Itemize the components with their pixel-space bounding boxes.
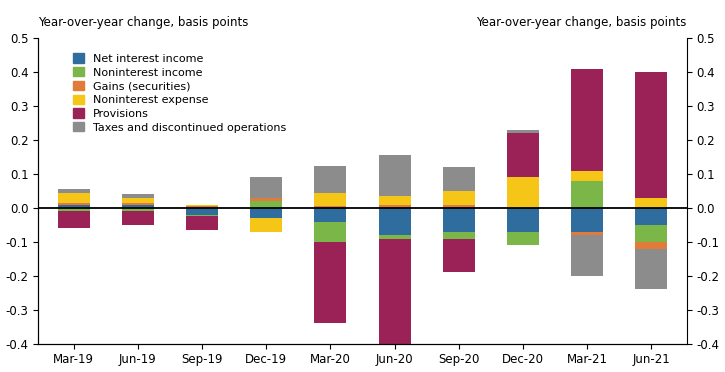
- Bar: [443, 167, 475, 191]
- Legend: Net interest income, Noninterest income, Gains (securities), Noninterest expense: Net interest income, Noninterest income,…: [70, 50, 290, 136]
- Bar: [443, 191, 475, 205]
- Bar: [122, 198, 154, 203]
- Text: Year-over-year change, basis points: Year-over-year change, basis points: [38, 16, 249, 29]
- Text: Year-over-year change, basis points: Year-over-year change, basis points: [476, 16, 687, 29]
- Bar: [57, 205, 90, 208]
- Bar: [635, 198, 668, 208]
- Bar: [186, 215, 218, 217]
- Bar: [571, 235, 603, 276]
- Bar: [443, 208, 475, 232]
- Bar: [315, 166, 347, 193]
- Bar: [186, 217, 218, 230]
- Bar: [378, 235, 410, 238]
- Bar: [635, 208, 668, 225]
- Bar: [250, 177, 282, 198]
- Bar: [250, 208, 282, 218]
- Bar: [507, 130, 539, 133]
- Bar: [507, 208, 539, 232]
- Bar: [250, 218, 282, 232]
- Bar: [571, 232, 603, 235]
- Bar: [186, 205, 218, 206]
- Bar: [443, 238, 475, 272]
- Bar: [57, 211, 90, 228]
- Bar: [443, 232, 475, 238]
- Bar: [507, 177, 539, 208]
- Bar: [635, 249, 668, 289]
- Bar: [635, 242, 668, 249]
- Bar: [443, 205, 475, 208]
- Bar: [571, 171, 603, 181]
- Bar: [315, 206, 347, 208]
- Bar: [186, 206, 218, 208]
- Bar: [250, 198, 282, 201]
- Bar: [250, 201, 282, 208]
- Bar: [571, 208, 603, 232]
- Bar: [378, 155, 410, 196]
- Bar: [315, 208, 347, 222]
- Bar: [122, 208, 154, 211]
- Bar: [571, 69, 603, 171]
- Bar: [57, 189, 90, 193]
- Bar: [315, 193, 347, 206]
- Bar: [122, 205, 154, 208]
- Bar: [378, 208, 410, 235]
- Bar: [186, 208, 218, 215]
- Bar: [635, 225, 668, 242]
- Bar: [378, 205, 410, 208]
- Bar: [122, 195, 154, 198]
- Bar: [315, 222, 347, 242]
- Bar: [122, 203, 154, 205]
- Bar: [122, 211, 154, 225]
- Bar: [378, 238, 410, 347]
- Bar: [571, 181, 603, 208]
- Bar: [315, 242, 347, 323]
- Bar: [57, 193, 90, 203]
- Bar: [57, 208, 90, 211]
- Bar: [57, 203, 90, 205]
- Bar: [378, 196, 410, 205]
- Bar: [507, 133, 539, 177]
- Bar: [507, 232, 539, 245]
- Bar: [635, 72, 668, 198]
